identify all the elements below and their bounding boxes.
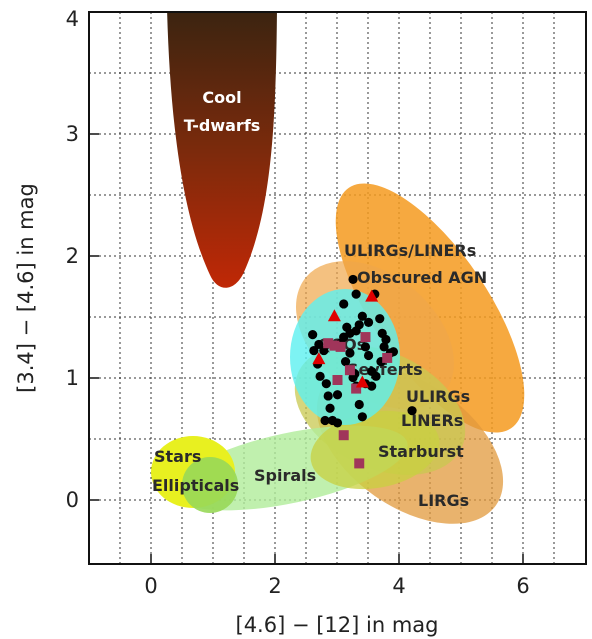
- y-axis-title: [3.4] − [4.6] in mag: [14, 183, 38, 393]
- data-point-circle: [360, 342, 371, 352]
- data-point-circle: [314, 339, 324, 350]
- data-point-square: [335, 341, 346, 352]
- data-point-circle: [363, 350, 374, 361]
- y-tick-label: 4: [66, 7, 79, 31]
- data-point-square: [338, 430, 349, 441]
- label-t-dwarfs: Cool T-dwarfs: [184, 88, 261, 135]
- y-tick-label: 3: [66, 122, 79, 146]
- label-ulirgs-liners-top: ULIRGs/LINERs: [344, 241, 476, 260]
- data-point-circle: [357, 311, 367, 321]
- axis-ticks: [89, 133, 524, 564]
- label-obscured-agn: Obscured AGN: [357, 268, 487, 287]
- label-ulirgs-liners-line2: LINERs: [401, 411, 463, 430]
- y-tick-label: 0: [66, 488, 79, 512]
- data-point-triangle: [312, 352, 326, 365]
- data-point-circle: [345, 348, 355, 358]
- x-tick-label: 0: [144, 574, 157, 598]
- x-tick-label: 4: [392, 574, 405, 598]
- data-point-circle: [332, 390, 343, 400]
- data-point-circle: [379, 342, 389, 352]
- label-t-dwarfs-line2: T-dwarfs: [184, 116, 261, 135]
- x-tick-label: 2: [268, 574, 281, 598]
- region-labels: Cool T-dwarfs ULIRGs/LINERs Obscured AGN …: [152, 88, 487, 510]
- data-point-circle: [407, 406, 417, 416]
- label-seyferts: Seyferts: [347, 360, 423, 379]
- label-lirgs: LIRGs: [418, 491, 469, 510]
- data-point-circle: [308, 330, 318, 340]
- x-tick-labels: 0 2 4 6: [144, 574, 529, 598]
- data-point-square: [344, 365, 355, 376]
- data-point-circle: [363, 317, 374, 327]
- region-t-dwarfs: [167, 12, 277, 288]
- label-ulirgs-liners-line1: ULIRGs: [406, 387, 470, 406]
- data-point-circle: [340, 357, 351, 367]
- label-t-dwarfs-line1: Cool: [202, 88, 241, 107]
- label-spirals: Spirals: [254, 466, 316, 485]
- data-point-triangle: [327, 309, 341, 322]
- data-points: [308, 274, 417, 469]
- data-point-circle: [348, 274, 358, 285]
- data-point-circle: [315, 371, 325, 381]
- data-point-circle: [381, 334, 391, 345]
- data-point-circle: [354, 399, 364, 410]
- data-point-circle: [320, 415, 330, 426]
- data-point-triangle: [365, 289, 379, 302]
- data-point-circle: [375, 314, 385, 324]
- plot-frame: [88, 11, 587, 565]
- data-point-square: [382, 352, 393, 363]
- data-point-circle: [323, 391, 333, 401]
- y-tick-labels: 0 1 2 3 4: [66, 7, 79, 512]
- data-point-circle: [321, 379, 331, 389]
- region-ellipticals: [182, 457, 238, 513]
- data-point-square: [351, 383, 362, 394]
- data-point-triangle: [355, 375, 369, 388]
- label-ulirgs-liners: ULIRGs LINERs: [401, 387, 470, 430]
- data-point-circle: [319, 345, 329, 356]
- label-starburst: Starburst: [378, 442, 464, 461]
- label-stars: Stars: [154, 447, 201, 466]
- label-ellipticals: Ellipticals: [152, 476, 239, 495]
- x-axis-title: [4.6] − [12] in mag: [236, 613, 439, 637]
- data-point-circle: [339, 299, 349, 309]
- y-tick-label: 2: [66, 244, 79, 268]
- data-point-square: [332, 375, 343, 385]
- data-point-circle: [351, 289, 361, 299]
- data-point-square: [360, 332, 371, 343]
- data-point-circle: [332, 418, 343, 428]
- data-point-circle: [354, 320, 364, 330]
- data-point-square: [329, 340, 340, 351]
- data-point-square: [354, 458, 365, 469]
- data-point-circle: [357, 412, 367, 422]
- data-point-square: [323, 338, 334, 349]
- data-point-circle: [309, 345, 319, 356]
- y-tick-label: 1: [66, 366, 79, 390]
- data-point-circle: [371, 371, 381, 381]
- data-point-circle: [367, 381, 377, 391]
- data-point-circle: [325, 403, 335, 413]
- x-tick-label: 6: [516, 574, 529, 598]
